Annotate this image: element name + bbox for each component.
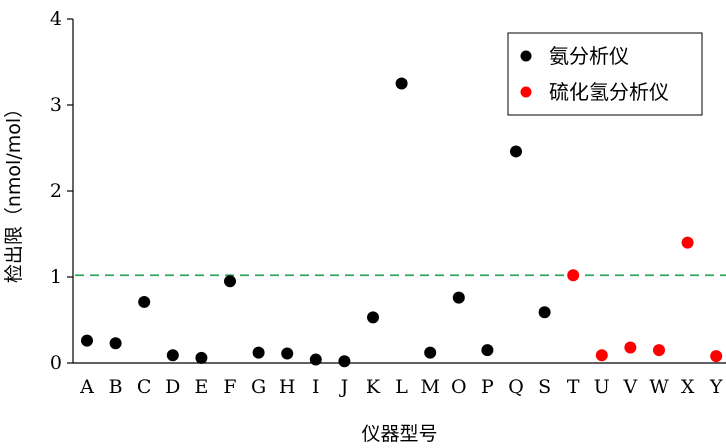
ammonia-point (166, 349, 179, 362)
x-tick-label: I (312, 376, 320, 398)
ammonia-point (195, 351, 208, 364)
x-tick-label: M (420, 376, 439, 398)
ammonia-point (395, 77, 408, 90)
x-tick-label: H (279, 376, 296, 398)
x-tick-label: F (223, 376, 236, 398)
h2s-point (710, 350, 723, 363)
x-axis-title: 仪器型号 (361, 423, 437, 445)
h2s-point (595, 349, 608, 362)
legend-box (507, 32, 703, 116)
data-points (81, 77, 723, 368)
legend-label-ammonia: 氨分析仪 (549, 44, 629, 68)
x-tick-label: U (594, 376, 610, 398)
legend-marker-h2s (520, 86, 532, 98)
ammonia-point (452, 291, 465, 304)
x-tick-label: G (251, 376, 266, 398)
legend-label-h2s: 硫化氢分析仪 (549, 80, 669, 104)
h2s-point (624, 341, 637, 354)
x-tick-label: A (79, 376, 94, 398)
ammonia-point (281, 347, 294, 360)
x-tick-label: K (366, 376, 381, 398)
h2s-point (653, 344, 665, 357)
x-tick-label: E (194, 376, 208, 398)
ammonia-point (481, 344, 494, 357)
ammonia-point (338, 355, 351, 368)
x-tick-label: O (451, 376, 467, 398)
x-tick-label: C (137, 376, 152, 398)
x-tick-label: D (165, 376, 180, 398)
ammonia-point (309, 353, 322, 366)
legend: 氨分析仪 硫化氢分析仪 (507, 32, 703, 116)
x-tick-label: J (339, 376, 349, 398)
x-tick-label: L (395, 376, 408, 398)
ammonia-point (109, 337, 122, 350)
x-tick-label: W (649, 376, 669, 398)
y-tick-label: 0 (50, 352, 62, 374)
y-axis: 0 1 2 3 4 (50, 8, 73, 374)
ammonia-point (367, 311, 379, 324)
x-tick-label: V (623, 376, 638, 398)
x-tick-label: Y (709, 376, 723, 398)
ammonia-point (81, 334, 93, 347)
legend-marker-ammonia (520, 50, 532, 62)
x-tick-label: B (109, 376, 123, 398)
x-tick-label: T (567, 376, 580, 398)
x-tick-label: P (481, 376, 494, 398)
y-tick-label: 3 (50, 94, 62, 116)
y-axis-title: 检出限（nmol/mol） (3, 99, 25, 283)
ammonia-point (252, 346, 265, 359)
y-tick-label: 2 (50, 180, 62, 202)
h2s-point (567, 269, 580, 282)
y-tick-label: 4 (50, 8, 62, 30)
h2s-point (681, 236, 694, 249)
x-tick-label: Q (508, 376, 524, 398)
ammonia-point (224, 275, 236, 288)
ammonia-point (138, 295, 151, 308)
x-tick-label: X (681, 376, 695, 398)
x-tick-label: S (538, 376, 551, 398)
ammonia-point (424, 346, 437, 359)
y-tick-label: 1 (50, 266, 62, 288)
ammonia-point (510, 145, 522, 158)
ammonia-point (538, 306, 551, 319)
